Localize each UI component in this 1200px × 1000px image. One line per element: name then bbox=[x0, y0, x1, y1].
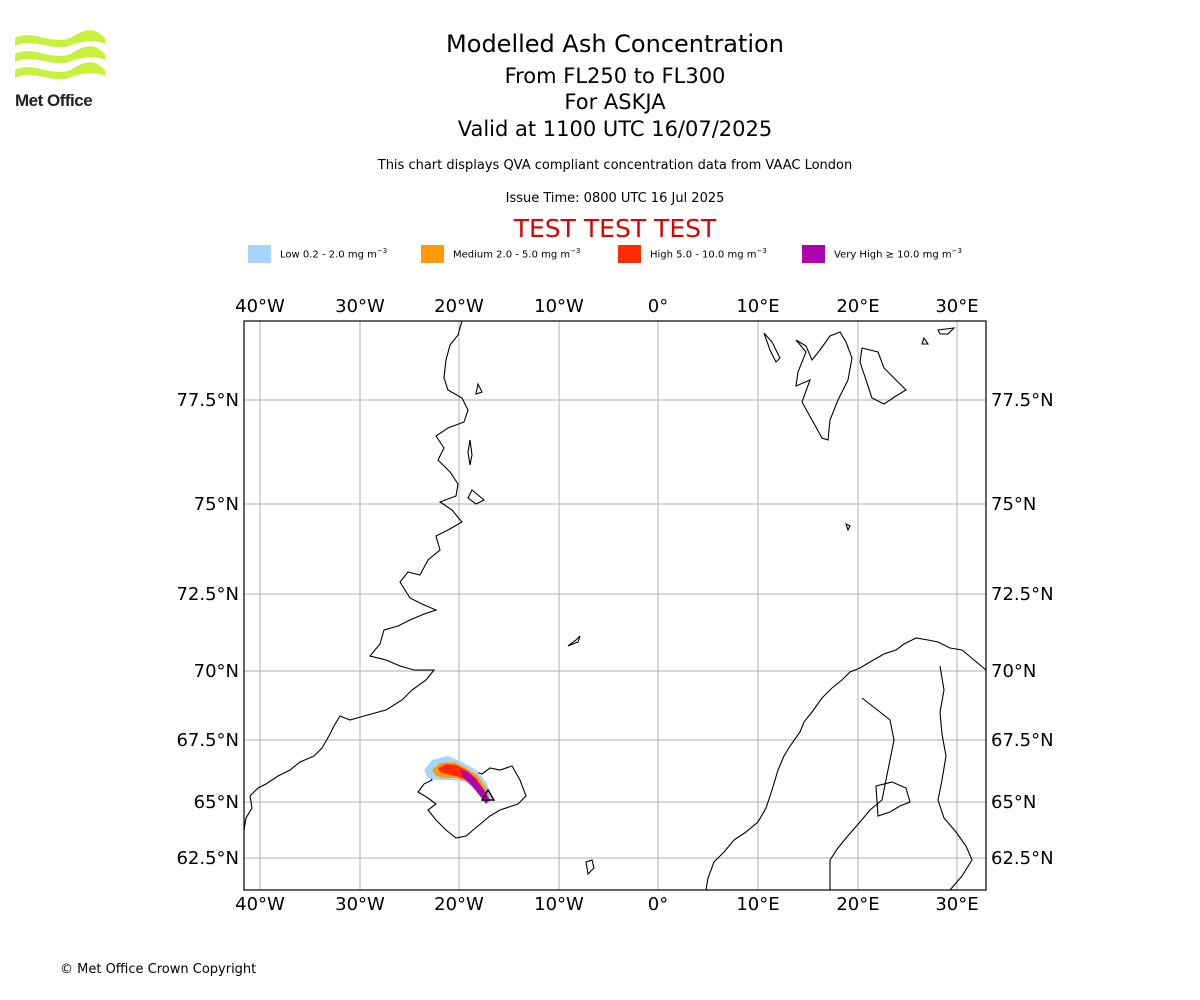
lon-label-bottom: 10°E bbox=[736, 894, 779, 915]
ash-plume bbox=[424, 756, 496, 804]
lat-label-left: 77.5°N bbox=[176, 390, 239, 411]
lon-label-top: 10°E bbox=[736, 296, 779, 317]
lat-label-right: 67.5°N bbox=[991, 730, 1054, 751]
lon-label-top: 0° bbox=[648, 296, 668, 317]
volcano-marker bbox=[480, 788, 496, 801]
lon-label-bottom: 20°W bbox=[434, 894, 484, 915]
issue-time: Issue Time: 0800 UTC 16 Jul 2025 bbox=[505, 191, 725, 206]
lon-label-bottom: 0° bbox=[648, 894, 668, 915]
lat-label-left: 70°N bbox=[194, 661, 239, 682]
lat-label-right: 75°N bbox=[991, 494, 1036, 515]
lon-label-bottom: 30°W bbox=[335, 894, 385, 915]
legend-item-high: High 5.0 - 10.0 mg m−3 bbox=[618, 244, 767, 264]
chart-description: This chart displays QVA compliant concen… bbox=[377, 158, 853, 173]
legend-swatch-very-high bbox=[802, 245, 825, 263]
lon-label-bottom: 40°W bbox=[235, 894, 285, 915]
lat-labels-right: 77.5°N 75°N 72.5°N 70°N 67.5°N 65°N 62.5… bbox=[991, 390, 1054, 869]
legend-item-very-high: Very High ≥ 10.0 mg m−3 bbox=[802, 244, 962, 264]
lon-label-top: 30°E bbox=[935, 296, 978, 317]
plume-very-high bbox=[460, 770, 490, 804]
lat-label-left: 67.5°N bbox=[176, 730, 239, 751]
flight-level-range: From FL250 to FL300 bbox=[504, 64, 726, 88]
lat-label-right: 72.5°N bbox=[991, 584, 1054, 605]
lon-label-bottom: 20°E bbox=[836, 894, 879, 915]
lat-label-left: 62.5°N bbox=[176, 848, 239, 869]
copyright-notice: © Met Office Crown Copyright bbox=[60, 962, 257, 977]
legend-swatch-high bbox=[618, 245, 641, 263]
legend-label-medium: Medium 2.0 - 5.0 mg m−3 bbox=[453, 247, 581, 261]
plume-high bbox=[438, 764, 488, 800]
chart-title: Modelled Ash Concentration bbox=[446, 30, 784, 58]
lat-labels-left: 77.5°N 75°N 72.5°N 70°N 67.5°N 65°N 62.5… bbox=[176, 390, 239, 869]
lon-labels-top: 40°W 30°W 20°W 10°W 0° 10°E 20°E 30°E bbox=[235, 296, 978, 317]
legend-swatch-low bbox=[248, 245, 271, 263]
lon-label-bottom: 10°W bbox=[534, 894, 584, 915]
test-banner: TEST TEST TEST bbox=[513, 214, 717, 243]
lon-label-top: 10°W bbox=[534, 296, 584, 317]
valid-time: Valid at 1100 UTC 16/07/2025 bbox=[457, 117, 773, 141]
lat-label-left: 65°N bbox=[194, 792, 239, 813]
lon-label-bottom: 30°E bbox=[935, 894, 978, 915]
lat-label-right: 62.5°N bbox=[991, 848, 1054, 869]
lon-label-top: 40°W bbox=[235, 296, 285, 317]
met-office-logo: Met Office bbox=[14, 30, 106, 112]
coastlines bbox=[244, 321, 986, 890]
lat-label-right: 65°N bbox=[991, 792, 1036, 813]
lat-label-right: 77.5°N bbox=[991, 390, 1054, 411]
lat-label-right: 70°N bbox=[991, 661, 1036, 682]
legend-item-low: Low 0.2 - 2.0 mg m−3 bbox=[248, 244, 387, 264]
map-frame bbox=[243, 320, 987, 891]
map-background bbox=[244, 321, 986, 890]
legend-label-low: Low 0.2 - 2.0 mg m−3 bbox=[280, 247, 388, 261]
lat-label-left: 72.5°N bbox=[176, 584, 239, 605]
graticule bbox=[244, 321, 986, 890]
lon-label-top: 20°E bbox=[836, 296, 879, 317]
legend-swatch-medium bbox=[421, 245, 444, 263]
legend-label-very-high: Very High ≥ 10.0 mg m−3 bbox=[834, 247, 962, 261]
lon-label-top: 30°W bbox=[335, 296, 385, 317]
lat-label-left: 75°N bbox=[194, 494, 239, 515]
legend-item-medium: Medium 2.0 - 5.0 mg m−3 bbox=[421, 244, 580, 264]
logo-text: Met Office bbox=[15, 91, 93, 110]
lon-labels-bottom: 40°W 30°W 20°W 10°W 0° 10°E 20°E 30°E bbox=[235, 894, 978, 915]
lon-label-top: 20°W bbox=[434, 296, 484, 317]
legend-label-high: High 5.0 - 10.0 mg m−3 bbox=[650, 247, 767, 261]
met-office-waves-icon bbox=[15, 30, 105, 80]
volcano-name: For ASKJA bbox=[564, 90, 666, 114]
